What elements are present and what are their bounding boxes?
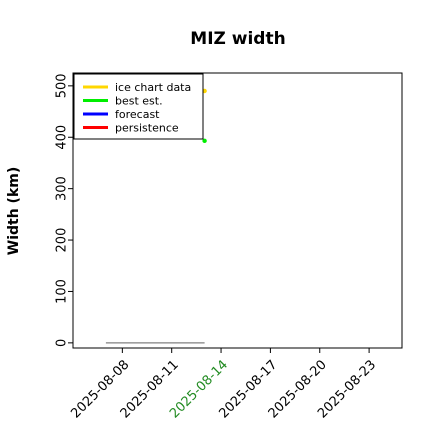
data-point bbox=[202, 138, 207, 144]
y-tick-label: 200 bbox=[55, 228, 70, 253]
legend-label: forecast bbox=[115, 108, 160, 121]
legend-label: ice chart data bbox=[115, 81, 191, 94]
legend-label: persistence bbox=[115, 121, 179, 134]
x-axis: 2025-08-082025-08-112025-08-142025-08-17… bbox=[68, 348, 379, 421]
y-tick-label: 0 bbox=[55, 339, 70, 347]
y-tick-label: 300 bbox=[55, 176, 70, 201]
legend-label: best est. bbox=[115, 94, 163, 107]
y-tick-label: 500 bbox=[55, 73, 70, 98]
plot-frame bbox=[72, 72, 403, 349]
y-axis-label: Width (km) bbox=[6, 167, 22, 256]
y-tick-label: 400 bbox=[55, 125, 70, 150]
y-tick-label: 100 bbox=[55, 279, 70, 304]
y-axis: 0 100 200 300 400 500 bbox=[55, 73, 73, 347]
chart-title: MIZ width bbox=[190, 29, 285, 49]
